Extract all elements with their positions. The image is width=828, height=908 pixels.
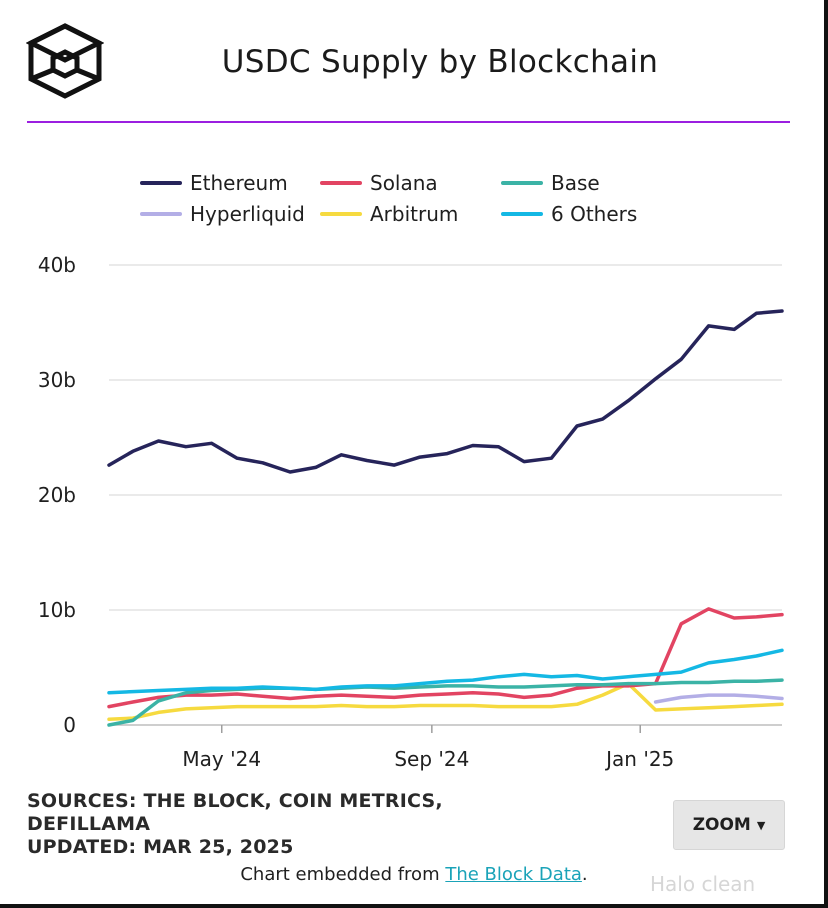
- series-line-ethereum: [107, 309, 784, 474]
- embed-suffix: .: [581, 864, 588, 885]
- y-tick-label: 20b: [38, 483, 76, 507]
- caret-down-icon: ▼: [756, 818, 766, 832]
- x-tick-label: Jan '25: [604, 747, 674, 771]
- legend-label: 6 Others: [551, 202, 637, 226]
- the-block-data-link[interactable]: The Block Data: [445, 864, 582, 885]
- the-block-logo-icon: [26, 23, 104, 99]
- chart-title: USDC Supply by Blockchain: [221, 44, 659, 80]
- frame-border-bottom: [0, 904, 828, 908]
- watermark: Halo clean: [650, 872, 756, 896]
- x-tick-label: Sep '24: [394, 747, 469, 771]
- legend-label: Arbitrum: [370, 202, 458, 226]
- sources-line-1: SOURCES: THE BLOCK, COIN METRICS,: [27, 790, 443, 812]
- legend-label: Hyperliquid: [190, 202, 305, 226]
- y-tick-label: 0: [63, 713, 76, 737]
- embed-credit: Chart embedded from The Block Data.: [0, 864, 828, 885]
- y-tick-label: 30b: [38, 368, 76, 392]
- series-line-arbitrum: [107, 681, 784, 722]
- series-line-solana: [107, 607, 784, 709]
- title-divider: [27, 121, 790, 123]
- legend-label: Solana: [370, 171, 438, 195]
- series-line-6-others: [107, 648, 784, 695]
- series-line-base: [107, 678, 784, 727]
- y-tick-label: 40b: [38, 253, 76, 277]
- zoom-button[interactable]: ZOOM ▼: [673, 800, 785, 850]
- legend-label: Base: [551, 171, 600, 195]
- series-line-hyperliquid: [653, 693, 784, 704]
- sources-block: SOURCES: THE BLOCK, COIN METRICS, DEFILL…: [27, 790, 527, 859]
- y-tick-label: 10b: [38, 598, 76, 622]
- updated-date: UPDATED: MAR 25, 2025: [27, 836, 294, 858]
- zoom-label: ZOOM: [692, 815, 751, 835]
- embed-prefix: Chart embedded from: [240, 864, 446, 885]
- x-tick-label: May '24: [182, 747, 261, 771]
- legend-label: Ethereum: [190, 171, 288, 195]
- frame-border-right: [824, 0, 828, 908]
- sources-line-2: DEFILLAMA: [27, 813, 151, 835]
